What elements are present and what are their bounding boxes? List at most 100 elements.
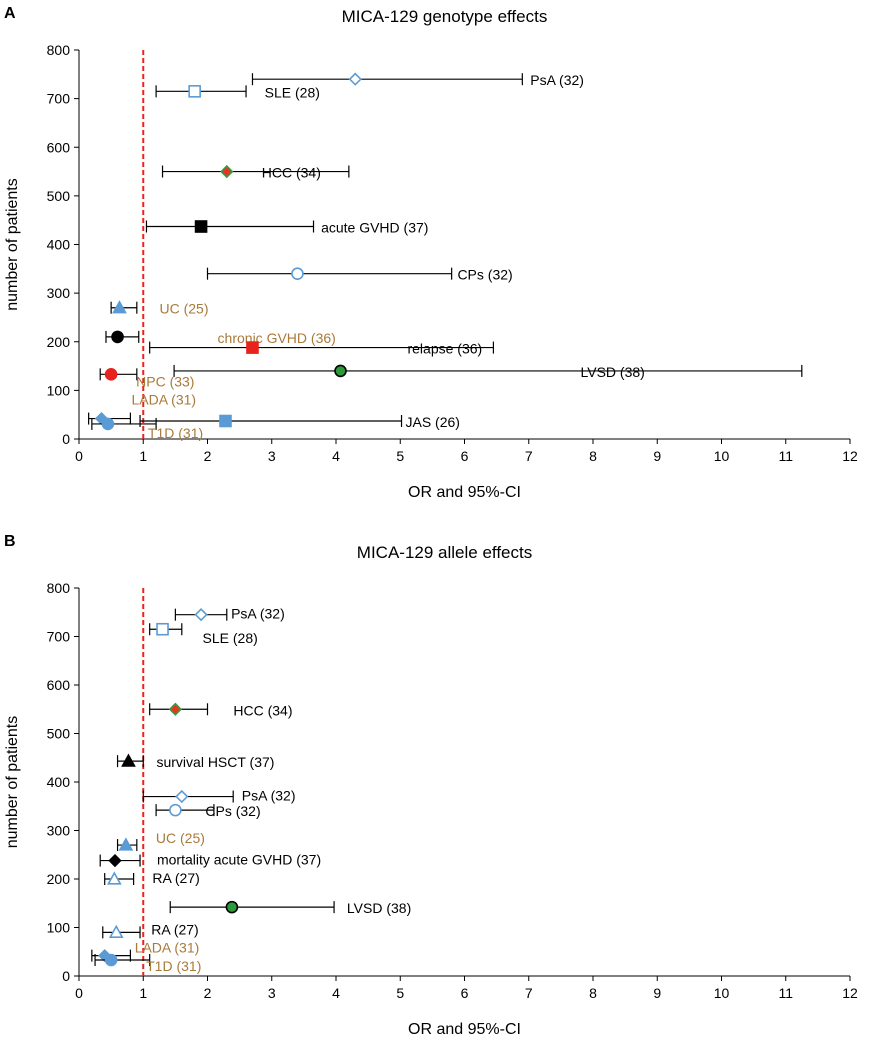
y-tick-label: 200 xyxy=(47,334,71,350)
x-tick-label: 4 xyxy=(332,448,340,464)
data-point: relapse (36) xyxy=(149,341,495,357)
data-point: PsA (32) xyxy=(174,606,285,622)
point-marker-square xyxy=(194,220,208,233)
data-point: NPC (33) xyxy=(99,368,194,389)
point-label: HCC (34) xyxy=(262,165,321,181)
data-point: survival HSCT (37) xyxy=(116,753,274,770)
point-label: LADA (31) xyxy=(135,940,200,956)
y-axis-title: number of patients xyxy=(4,716,21,849)
chart-title: MICA-129 allele effects xyxy=(357,543,532,562)
x-tick-label: 11 xyxy=(778,448,793,464)
x-tick-label: 7 xyxy=(525,985,533,1001)
data-point: acute GVHD (37) xyxy=(145,220,428,236)
y-tick-label: 700 xyxy=(47,91,71,107)
point-label: PsA (32) xyxy=(242,788,296,804)
point-label: relapse (36) xyxy=(407,341,482,357)
point-marker-square xyxy=(156,622,169,636)
point-label: UC (25) xyxy=(156,830,205,846)
panel-label: A xyxy=(4,5,16,22)
x-tick-label: 2 xyxy=(204,985,212,1001)
data-point: LVSD (38) xyxy=(169,900,411,916)
x-tick-label: 0 xyxy=(75,448,83,464)
point-marker-triangle xyxy=(112,300,127,314)
point-label: SLE (28) xyxy=(265,84,320,100)
x-tick-label: 1 xyxy=(139,448,147,464)
point-marker-circle xyxy=(334,364,347,378)
point-label: SLE (28) xyxy=(203,630,258,646)
x-tick-label: 6 xyxy=(461,985,469,1001)
x-tick-label: 12 xyxy=(842,448,858,464)
data-point: PsA (32) xyxy=(142,788,296,804)
point-label: mortality acute GVHD (37) xyxy=(157,852,321,868)
point-label: chronic GVHD (36) xyxy=(218,330,336,346)
y-tick-label: 300 xyxy=(47,285,71,301)
data-point: CPs (32) xyxy=(155,803,261,819)
chart-title: MICA-129 genotype effects xyxy=(342,7,548,26)
data-point: PsA (32) xyxy=(251,72,584,88)
data-point: mortality acute GVHD (37) xyxy=(99,852,321,868)
data-point: RA (27) xyxy=(102,921,199,939)
point-label: LVSD (38) xyxy=(347,900,411,916)
x-tick-label: 4 xyxy=(332,985,340,1001)
point-marker-diamond xyxy=(348,72,362,86)
point-marker-triangle xyxy=(121,753,136,767)
data-point: chronic GVHD (36) xyxy=(105,330,336,346)
point-marker-circle xyxy=(104,953,118,967)
point-label: RA (27) xyxy=(152,870,199,886)
data-point: UC (25) xyxy=(116,830,205,852)
point-marker-diamond xyxy=(108,853,122,868)
y-tick-label: 700 xyxy=(47,629,71,645)
x-tick-label: 5 xyxy=(396,985,404,1001)
data-point: UC (25) xyxy=(110,300,208,317)
point-label: HCC (34) xyxy=(233,702,292,718)
x-tick-label: 12 xyxy=(842,985,858,1001)
x-tick-label: 11 xyxy=(778,985,793,1001)
x-tick-label: 6 xyxy=(461,448,469,464)
x-tick-label: 9 xyxy=(653,985,661,1001)
point-marker-square xyxy=(219,414,232,428)
y-tick-label: 300 xyxy=(47,823,71,839)
point-label: survival HSCT (37) xyxy=(156,754,274,770)
data-point: RA (27) xyxy=(104,870,200,886)
point-marker-circle xyxy=(104,368,118,381)
data-point: CPs (32) xyxy=(206,267,513,283)
point-label: T1D (31) xyxy=(148,425,203,441)
point-marker-diamond xyxy=(194,608,208,622)
y-tick-label: 800 xyxy=(47,580,71,596)
point-label: PsA (32) xyxy=(231,606,285,622)
y-tick-label: 0 xyxy=(62,431,70,447)
y-tick-label: 100 xyxy=(47,382,71,398)
data-point: LADA (31) xyxy=(91,940,200,963)
data-point: SLE (28) xyxy=(149,622,258,646)
point-label: CPs (32) xyxy=(205,803,260,819)
point-marker-triangle xyxy=(106,871,122,885)
x-tick-label: 2 xyxy=(204,448,212,464)
point-label: acute GVHD (37) xyxy=(321,220,428,236)
data-point: SLE (28) xyxy=(155,84,320,100)
x-axis-title: OR and 95%-CI xyxy=(408,1021,521,1038)
data-point: JAS (26) xyxy=(139,414,460,430)
y-tick-label: 100 xyxy=(47,920,71,936)
y-tick-label: 800 xyxy=(47,42,71,58)
y-tick-label: 600 xyxy=(47,139,71,155)
point-marker-diamond xyxy=(220,164,234,179)
data-point: LVSD (38) xyxy=(173,364,803,380)
data-point: HCC (34) xyxy=(149,702,293,718)
x-tick-label: 3 xyxy=(268,985,276,1001)
point-label: CPs (32) xyxy=(457,267,512,283)
point-label: RA (27) xyxy=(151,921,198,937)
y-tick-label: 200 xyxy=(47,871,71,887)
point-marker-circle xyxy=(291,267,304,280)
point-label: UC (25) xyxy=(159,301,208,317)
point-marker-square xyxy=(246,341,259,354)
y-axis-title: number of patients xyxy=(4,178,21,311)
y-tick-label: 600 xyxy=(47,677,71,693)
x-tick-label: 5 xyxy=(396,448,404,464)
point-marker-triangle xyxy=(108,924,124,938)
point-label: JAS (26) xyxy=(405,414,459,430)
point-label: NPC (33) xyxy=(136,373,194,389)
x-tick-label: 1 xyxy=(139,985,147,1001)
point-marker-square xyxy=(188,85,201,98)
x-tick-label: 8 xyxy=(589,985,597,1001)
